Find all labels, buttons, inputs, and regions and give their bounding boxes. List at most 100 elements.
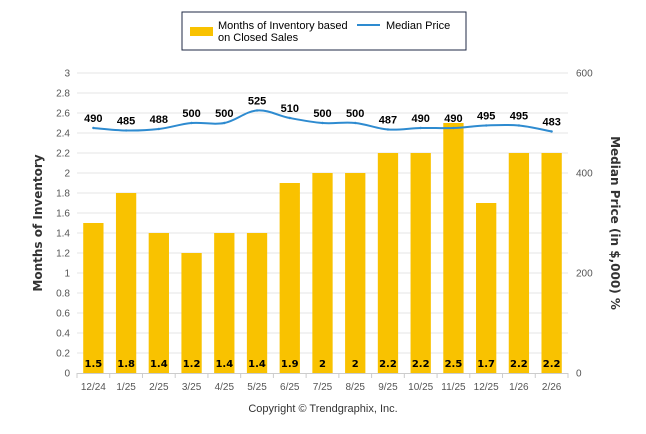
line-data-label: 495 <box>477 111 495 123</box>
inventory-bar <box>476 203 497 373</box>
bar-data-label: 2 <box>319 359 326 370</box>
left-tick-label: 1.6 <box>56 209 70 220</box>
x-tick-label: 3/25 <box>182 382 202 393</box>
line-data-label: 500 <box>182 108 200 120</box>
left-tick-label: 0.6 <box>56 309 70 320</box>
right-tick-label: 600 <box>576 69 593 80</box>
left-tick-label: 1.8 <box>56 189 70 200</box>
median-price-point <box>484 124 488 127</box>
inventory-bar <box>279 183 300 373</box>
x-tick-label: 9/25 <box>378 382 398 393</box>
line-data-label: 487 <box>379 115 397 127</box>
line-data-label: 500 <box>346 108 364 120</box>
line-data-label: 500 <box>313 108 331 120</box>
right-axis-ticks: 0 200 400 600 <box>576 69 593 380</box>
legend-label-inventory-line2: on Closed Sales <box>218 32 299 44</box>
inventory-bar <box>181 253 202 373</box>
bars <box>83 123 562 373</box>
line-data-label: 500 <box>215 108 233 120</box>
inventory-bar <box>541 153 562 373</box>
bar-data-label: 1.2 <box>183 359 201 370</box>
x-tick-label: 1/26 <box>509 382 529 393</box>
x-tick-label: 10/25 <box>408 382 433 393</box>
x-tick-label: 5/25 <box>247 382 267 393</box>
right-tick-label: 200 <box>576 269 593 280</box>
line-data-label: 490 <box>84 113 102 125</box>
left-tick-label: 0.8 <box>56 289 70 300</box>
line-data-label: 490 <box>412 113 430 125</box>
bar-data-label: 2.2 <box>412 359 430 370</box>
inventory-bar <box>410 153 431 373</box>
left-tick-label: 2 <box>64 169 70 180</box>
left-tick-label: 1 <box>64 269 70 280</box>
left-tick-label: 2.4 <box>56 129 70 140</box>
right-tick-label: 0 <box>576 369 582 380</box>
line-data-label: 483 <box>542 117 560 129</box>
bar-data-label: 2.2 <box>510 359 528 370</box>
copyright-text: Copyright © Trendgraphix, Inc. <box>248 403 398 415</box>
line-data-label: 510 <box>281 103 299 115</box>
bar-data-label: 2.5 <box>445 359 463 370</box>
left-tick-label: 0.4 <box>56 329 70 340</box>
bar-data-label: 2.2 <box>379 359 397 370</box>
median-price-point <box>124 129 128 132</box>
x-tick-label: 12/25 <box>474 382 499 393</box>
legend-box <box>181 11 467 51</box>
x-tick-label: 7/25 <box>313 382 333 393</box>
inventory-bar <box>83 223 104 373</box>
bar-data-label: 1.4 <box>248 359 266 370</box>
left-tick-label: 2.2 <box>56 149 70 160</box>
legend-swatch-inventory <box>190 27 213 36</box>
inventory-bar <box>377 153 399 373</box>
left-tick-label: 3 <box>64 69 70 80</box>
median-price-point <box>452 126 455 130</box>
bar-data-label: 1.8 <box>117 359 135 370</box>
line-data-label: 490 <box>444 113 462 125</box>
line-data-label: 495 <box>510 111 528 123</box>
line-data-label: 525 <box>248 96 266 108</box>
x-tick-label: 8/25 <box>345 382 365 393</box>
bar-data-label: 1.5 <box>85 359 103 370</box>
left-tick-label: 2.6 <box>56 109 70 120</box>
line-data-label: 485 <box>117 116 135 128</box>
inventory-bar <box>443 123 464 373</box>
inventory-bar <box>508 153 530 373</box>
x-axis: 12/24 1/25 2/25 3/25 4/25 5/25 6/25 7/25 8/25 9/2… <box>76 373 569 393</box>
inventory-bar <box>148 233 169 373</box>
median-price-point <box>223 121 226 125</box>
legend-label-inventory-line1: Months of Inventory based <box>218 20 348 32</box>
x-tick-label: 4/25 <box>215 382 235 393</box>
bar-data-label: 1.7 <box>477 359 495 370</box>
bar-data-label: 1.9 <box>281 359 299 370</box>
inventory-bar <box>345 173 366 373</box>
legend-label-median-price: Median Price <box>386 20 450 32</box>
median-price-point <box>517 124 521 127</box>
left-axis-ticks: 0 0.2 0.4 0.6 0.8 1 1.2 1.4 1.6 1.8 2 2.2 2.4 2.6 2.8 3 <box>56 69 70 380</box>
left-tick-label: 2.8 <box>56 89 70 100</box>
left-tick-label: 1.2 <box>56 249 70 260</box>
right-axis-title: Median Price (in $,000) % <box>608 136 622 310</box>
x-tick-label: 2/25 <box>149 382 169 393</box>
legend: Months of Inventory based on Closed Sale… <box>181 11 467 51</box>
x-tick-label: 11/25 <box>441 382 466 393</box>
x-tick-label: 1/25 <box>116 382 136 393</box>
median-price-point <box>288 116 291 120</box>
median-price-point <box>255 109 259 112</box>
median-price-point <box>190 121 193 125</box>
bar-data-label: 2 <box>352 359 359 370</box>
line-labels: 490 485 488 500 500 525 510 500 500 487 490 490 495 4… <box>84 96 561 129</box>
bar-labels: 1.5 1.8 1.4 1.2 1.4 1.4 1.9 2 2 2.2 2.2 2.5 1.7 2.2 2.… <box>85 359 561 370</box>
left-axis-title: Months of Inventory <box>31 154 45 291</box>
inventory-bar <box>246 233 268 373</box>
bar-data-label: 2.2 <box>543 359 561 370</box>
median-price-point <box>321 121 324 125</box>
left-tick-label: 0 <box>64 369 70 380</box>
median-price-point <box>386 128 390 131</box>
median-price-point <box>550 130 553 133</box>
right-tick-label: 400 <box>576 169 593 180</box>
x-tick-label: 6/25 <box>280 382 300 393</box>
x-tick-label: 2/26 <box>542 382 562 393</box>
inventory-bar <box>214 233 235 373</box>
median-price-point <box>419 126 422 130</box>
